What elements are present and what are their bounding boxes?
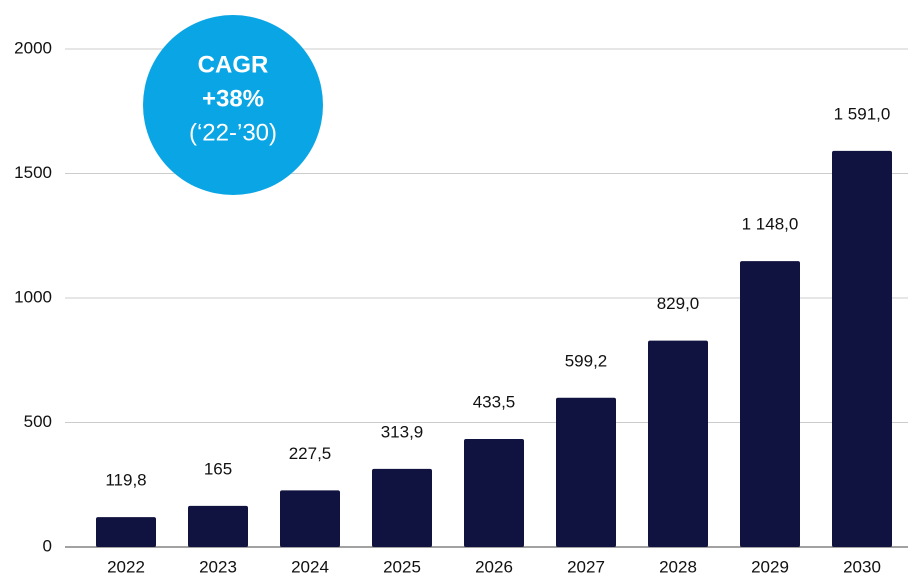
- bar: [740, 261, 800, 547]
- x-tick-label: 2024: [291, 557, 329, 576]
- bar: [280, 490, 340, 547]
- value-label: 313,9: [381, 422, 424, 441]
- x-tick-label: 2022: [107, 557, 145, 576]
- badge-circle: [143, 15, 323, 195]
- value-label: 119,8: [105, 471, 146, 490]
- bar: [648, 340, 708, 547]
- annotation: +38%: [202, 85, 264, 112]
- x-tick-label: 2023: [199, 557, 237, 576]
- x-tick-label: 2026: [475, 557, 513, 576]
- value-label: 227,5: [289, 444, 332, 463]
- value-label: 1 148,0: [742, 215, 799, 234]
- bar: [556, 397, 616, 547]
- x-tick-label: 2025: [383, 557, 421, 576]
- x-tick-label: 2029: [751, 557, 789, 576]
- cagr-badge: CAGR +38% (‘22-’30): [143, 15, 323, 195]
- bar: [464, 439, 524, 547]
- bar: [96, 517, 156, 547]
- x-tick-label: 2027: [567, 557, 605, 576]
- y-tick-label: 2000: [14, 38, 52, 57]
- bar: [832, 150, 892, 547]
- value-label: 433,5: [473, 393, 516, 412]
- value-label: 1 591,0: [834, 104, 891, 123]
- bar: [372, 468, 432, 547]
- y-tick-label: 500: [24, 412, 52, 431]
- annotation: CAGR: [198, 51, 269, 78]
- y-tick-label: 1500: [14, 163, 52, 182]
- y-tick-label: 0: [43, 536, 52, 555]
- annotation: (‘22-’30): [189, 119, 277, 146]
- x-tick-label: 2028: [659, 557, 697, 576]
- bar: [188, 505, 248, 547]
- x-tick-label: 2030: [843, 557, 881, 576]
- value-label: 165: [204, 459, 232, 478]
- value-label: 599,2: [565, 351, 608, 370]
- value-label: 829,0: [657, 294, 700, 313]
- y-tick-label: 1000: [14, 287, 52, 306]
